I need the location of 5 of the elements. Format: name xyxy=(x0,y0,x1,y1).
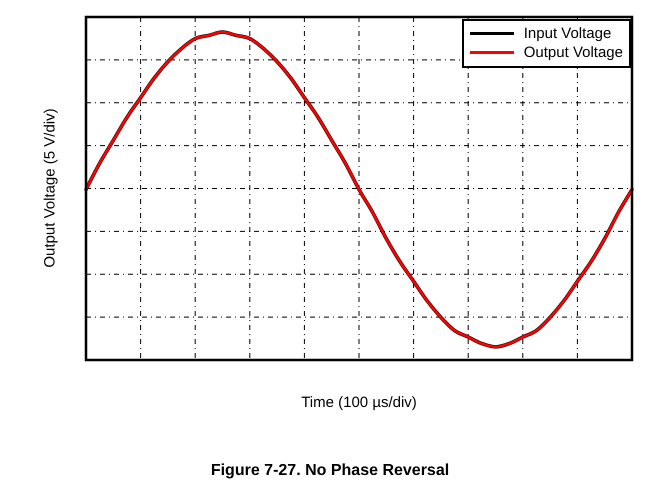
legend-label: Output Voltage xyxy=(524,43,623,62)
legend-label: Input Voltage xyxy=(524,24,612,43)
x-axis-title: Time (100 µs/div) xyxy=(300,394,418,411)
y-axis-title: Output Voltage (5 V/div) xyxy=(42,108,58,268)
caption: Figure 7-27. No Phase Reversal xyxy=(210,462,450,480)
